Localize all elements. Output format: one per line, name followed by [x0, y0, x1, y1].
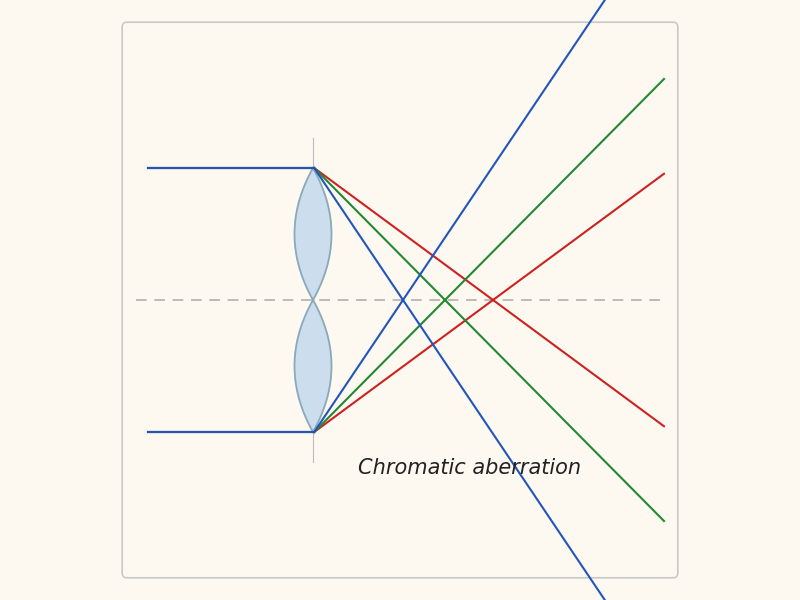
- Polygon shape: [294, 168, 331, 432]
- Text: Chromatic aberration: Chromatic aberration: [358, 458, 581, 478]
- FancyBboxPatch shape: [122, 22, 678, 578]
